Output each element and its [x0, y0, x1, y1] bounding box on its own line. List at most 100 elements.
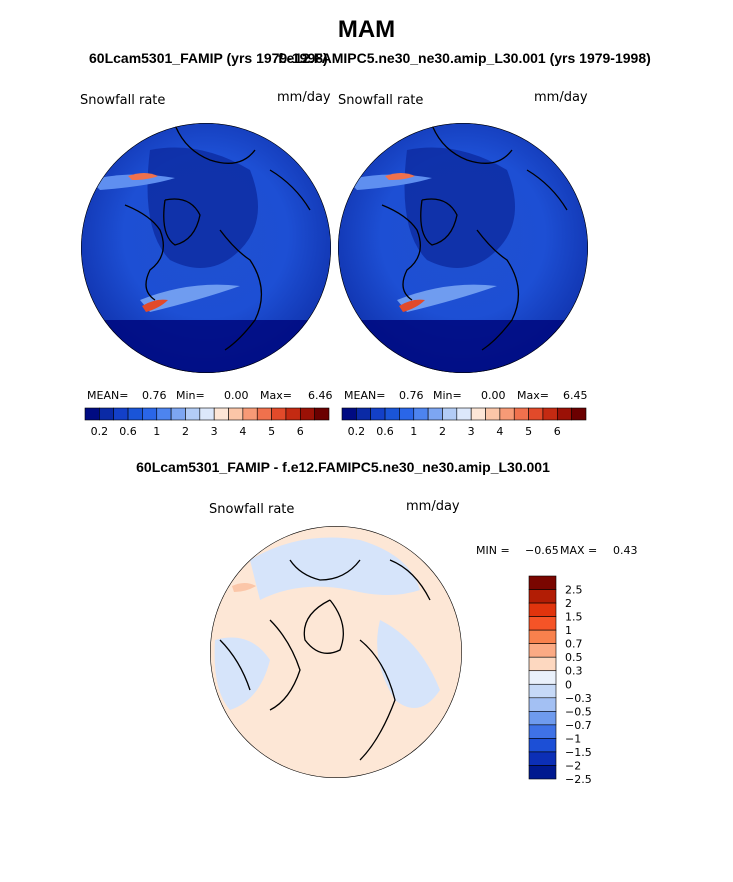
diff-colorbar-tick-label: −2 — [565, 759, 581, 772]
diff-max-value: 0.43 — [613, 544, 638, 557]
left-colorbar-swatch — [99, 407, 115, 421]
left-colorbar-swatch — [271, 407, 287, 421]
left-map-pacific-maximum — [128, 173, 158, 180]
left-colorbar-tick-label: 3 — [211, 425, 218, 438]
right-colorbar-swatch — [485, 407, 501, 421]
left-colorbar-swatch — [127, 407, 143, 421]
diff-colorbar-swatch — [528, 711, 557, 726]
left-colorbar-swatch — [156, 407, 172, 421]
diff-colorbar-tick-label: −0.7 — [565, 719, 592, 732]
diff-colorbar-tick-label: 0 — [565, 678, 572, 691]
right-colorbar-swatch — [356, 407, 372, 421]
left-colorbar-tick-label: 5 — [268, 425, 275, 438]
left-max-label: Max= — [260, 389, 292, 402]
right-mean-value: 0.76 — [399, 389, 424, 402]
diff-colorbar-swatch — [528, 697, 557, 712]
left-colorbar-tick-label: 6 — [297, 425, 304, 438]
left-mean-label: MEAN= — [87, 389, 129, 402]
right-map-coastlines — [381, 124, 568, 351]
right-colorbar-swatch — [370, 407, 386, 421]
diff-colorbar-swatch — [528, 738, 557, 753]
left-field-label: Snowfall rate — [80, 93, 166, 108]
diff-colorbar-swatch — [528, 616, 557, 631]
right-colorbar-swatch — [513, 407, 529, 421]
right-max-label: Max= — [517, 389, 549, 402]
diff-colorbar-swatch — [528, 656, 557, 672]
left-colorbar: 0.2 0.6 1 2 3 4 5 6 — [84, 407, 330, 438]
left-colorbar-swatch — [84, 407, 100, 421]
diff-colorbar-swatch — [528, 575, 557, 590]
right-colorbar-tick-label: 5 — [525, 425, 532, 438]
right-case-title: f.e12.FAMIPC5.ne30_ne30.amip_L30.001 (yr… — [278, 50, 651, 66]
diff-map-positive-spot — [232, 583, 256, 592]
left-mean-value: 0.76 — [142, 389, 167, 402]
left-colorbar-tick-label: 0.2 — [91, 425, 109, 438]
diff-colorbar-tick-label: −0.5 — [565, 705, 592, 718]
diff-colorbar-tick-label: −0.3 — [565, 692, 592, 705]
left-colorbar-tick-label: 1 — [153, 425, 160, 438]
right-colorbar-tick-label: 0.6 — [376, 425, 394, 438]
diff-colorbar-swatch — [528, 670, 557, 685]
diff-colorbar-swatch — [528, 751, 557, 766]
right-colorbar-tick-label: 3 — [468, 425, 475, 438]
right-colorbar-swatch — [427, 407, 443, 421]
right-map-pacific-maximum — [385, 173, 415, 180]
diff-field-label: Snowfall rate — [209, 502, 295, 517]
diff-colorbar-tick-label: −1.5 — [565, 746, 592, 759]
right-min-label: Min= — [433, 389, 462, 402]
right-colorbar-tick-label: 6 — [554, 425, 561, 438]
diff-colorbar-tick-label: −2.5 — [565, 773, 592, 786]
diff-colorbar-tick-label: 0.7 — [565, 638, 583, 651]
right-units-label: mm/day — [534, 90, 588, 105]
difference-title: 60Lcam5301_FAMIP - f.e12.FAMIPC5.ne30_ne… — [136, 459, 550, 475]
left-units-label: mm/day — [277, 90, 331, 105]
right-colorbar: 0.2 0.6 1 2 3 4 5 6 — [341, 407, 587, 438]
diff-min-value: −0.65 — [525, 544, 559, 557]
diff-map-negative-region-north — [250, 537, 420, 600]
left-colorbar-swatch — [242, 407, 258, 421]
left-map-storm-track-atlantic — [140, 284, 240, 312]
left-colorbar-tick-label: 4 — [239, 425, 246, 438]
left-colorbar-swatch — [113, 407, 129, 421]
right-colorbar-tick-label: 0.2 — [348, 425, 366, 438]
right-colorbar-swatch — [399, 407, 415, 421]
left-colorbar-swatch — [213, 407, 229, 421]
left-map-coastlines — [124, 124, 311, 351]
right-map — [338, 123, 588, 373]
left-case-title: 60Lcam5301_FAMIP (yrs 1979-1998) — [89, 50, 328, 66]
right-min-value: 0.00 — [481, 389, 506, 402]
left-colorbar-swatch — [299, 407, 315, 421]
left-max-value: 6.46 — [308, 389, 333, 402]
right-colorbar-tick-label: 4 — [496, 425, 503, 438]
left-colorbar-swatch — [256, 407, 272, 421]
right-colorbar-swatch — [456, 407, 472, 421]
right-colorbar-swatch — [571, 407, 587, 421]
right-colorbar-swatch — [499, 407, 515, 421]
right-colorbar-swatch — [542, 407, 558, 421]
diff-map-negative-region-east — [377, 620, 440, 708]
right-colorbar-swatch — [413, 407, 429, 421]
right-map-atlantic-maximum — [399, 299, 425, 312]
left-colorbar-tick-label: 0.6 — [119, 425, 137, 438]
left-map-dry-interior — [147, 147, 258, 268]
diff-colorbar-swatch — [528, 683, 557, 699]
left-map-storm-track-pacific — [90, 174, 175, 190]
right-colorbar-swatch — [556, 407, 572, 421]
right-map-storm-track-pacific — [347, 174, 432, 190]
diff-colorbar-swatch — [528, 589, 557, 604]
page-title: MAM — [337, 16, 396, 43]
right-map-dry-interior — [404, 147, 515, 268]
left-colorbar-swatch — [199, 407, 215, 421]
right-colorbar-swatch — [442, 407, 458, 421]
left-colorbar-swatch — [228, 407, 244, 421]
right-colorbar-swatch — [470, 407, 486, 421]
diff-colorbar-swatch — [528, 765, 557, 780]
diff-min-label: MIN = — [476, 544, 510, 557]
left-colorbar-swatch — [142, 407, 158, 421]
difference-colorbar: 2.521.510.70.50.30−0.3−0.5−0.7−1−1.5−2−2… — [528, 575, 592, 786]
left-colorbar-swatch — [285, 407, 301, 421]
right-mean-label: MEAN= — [344, 389, 386, 402]
diff-colorbar-tick-label: 2.5 — [565, 584, 583, 597]
right-colorbar-tick-label: 1 — [410, 425, 417, 438]
